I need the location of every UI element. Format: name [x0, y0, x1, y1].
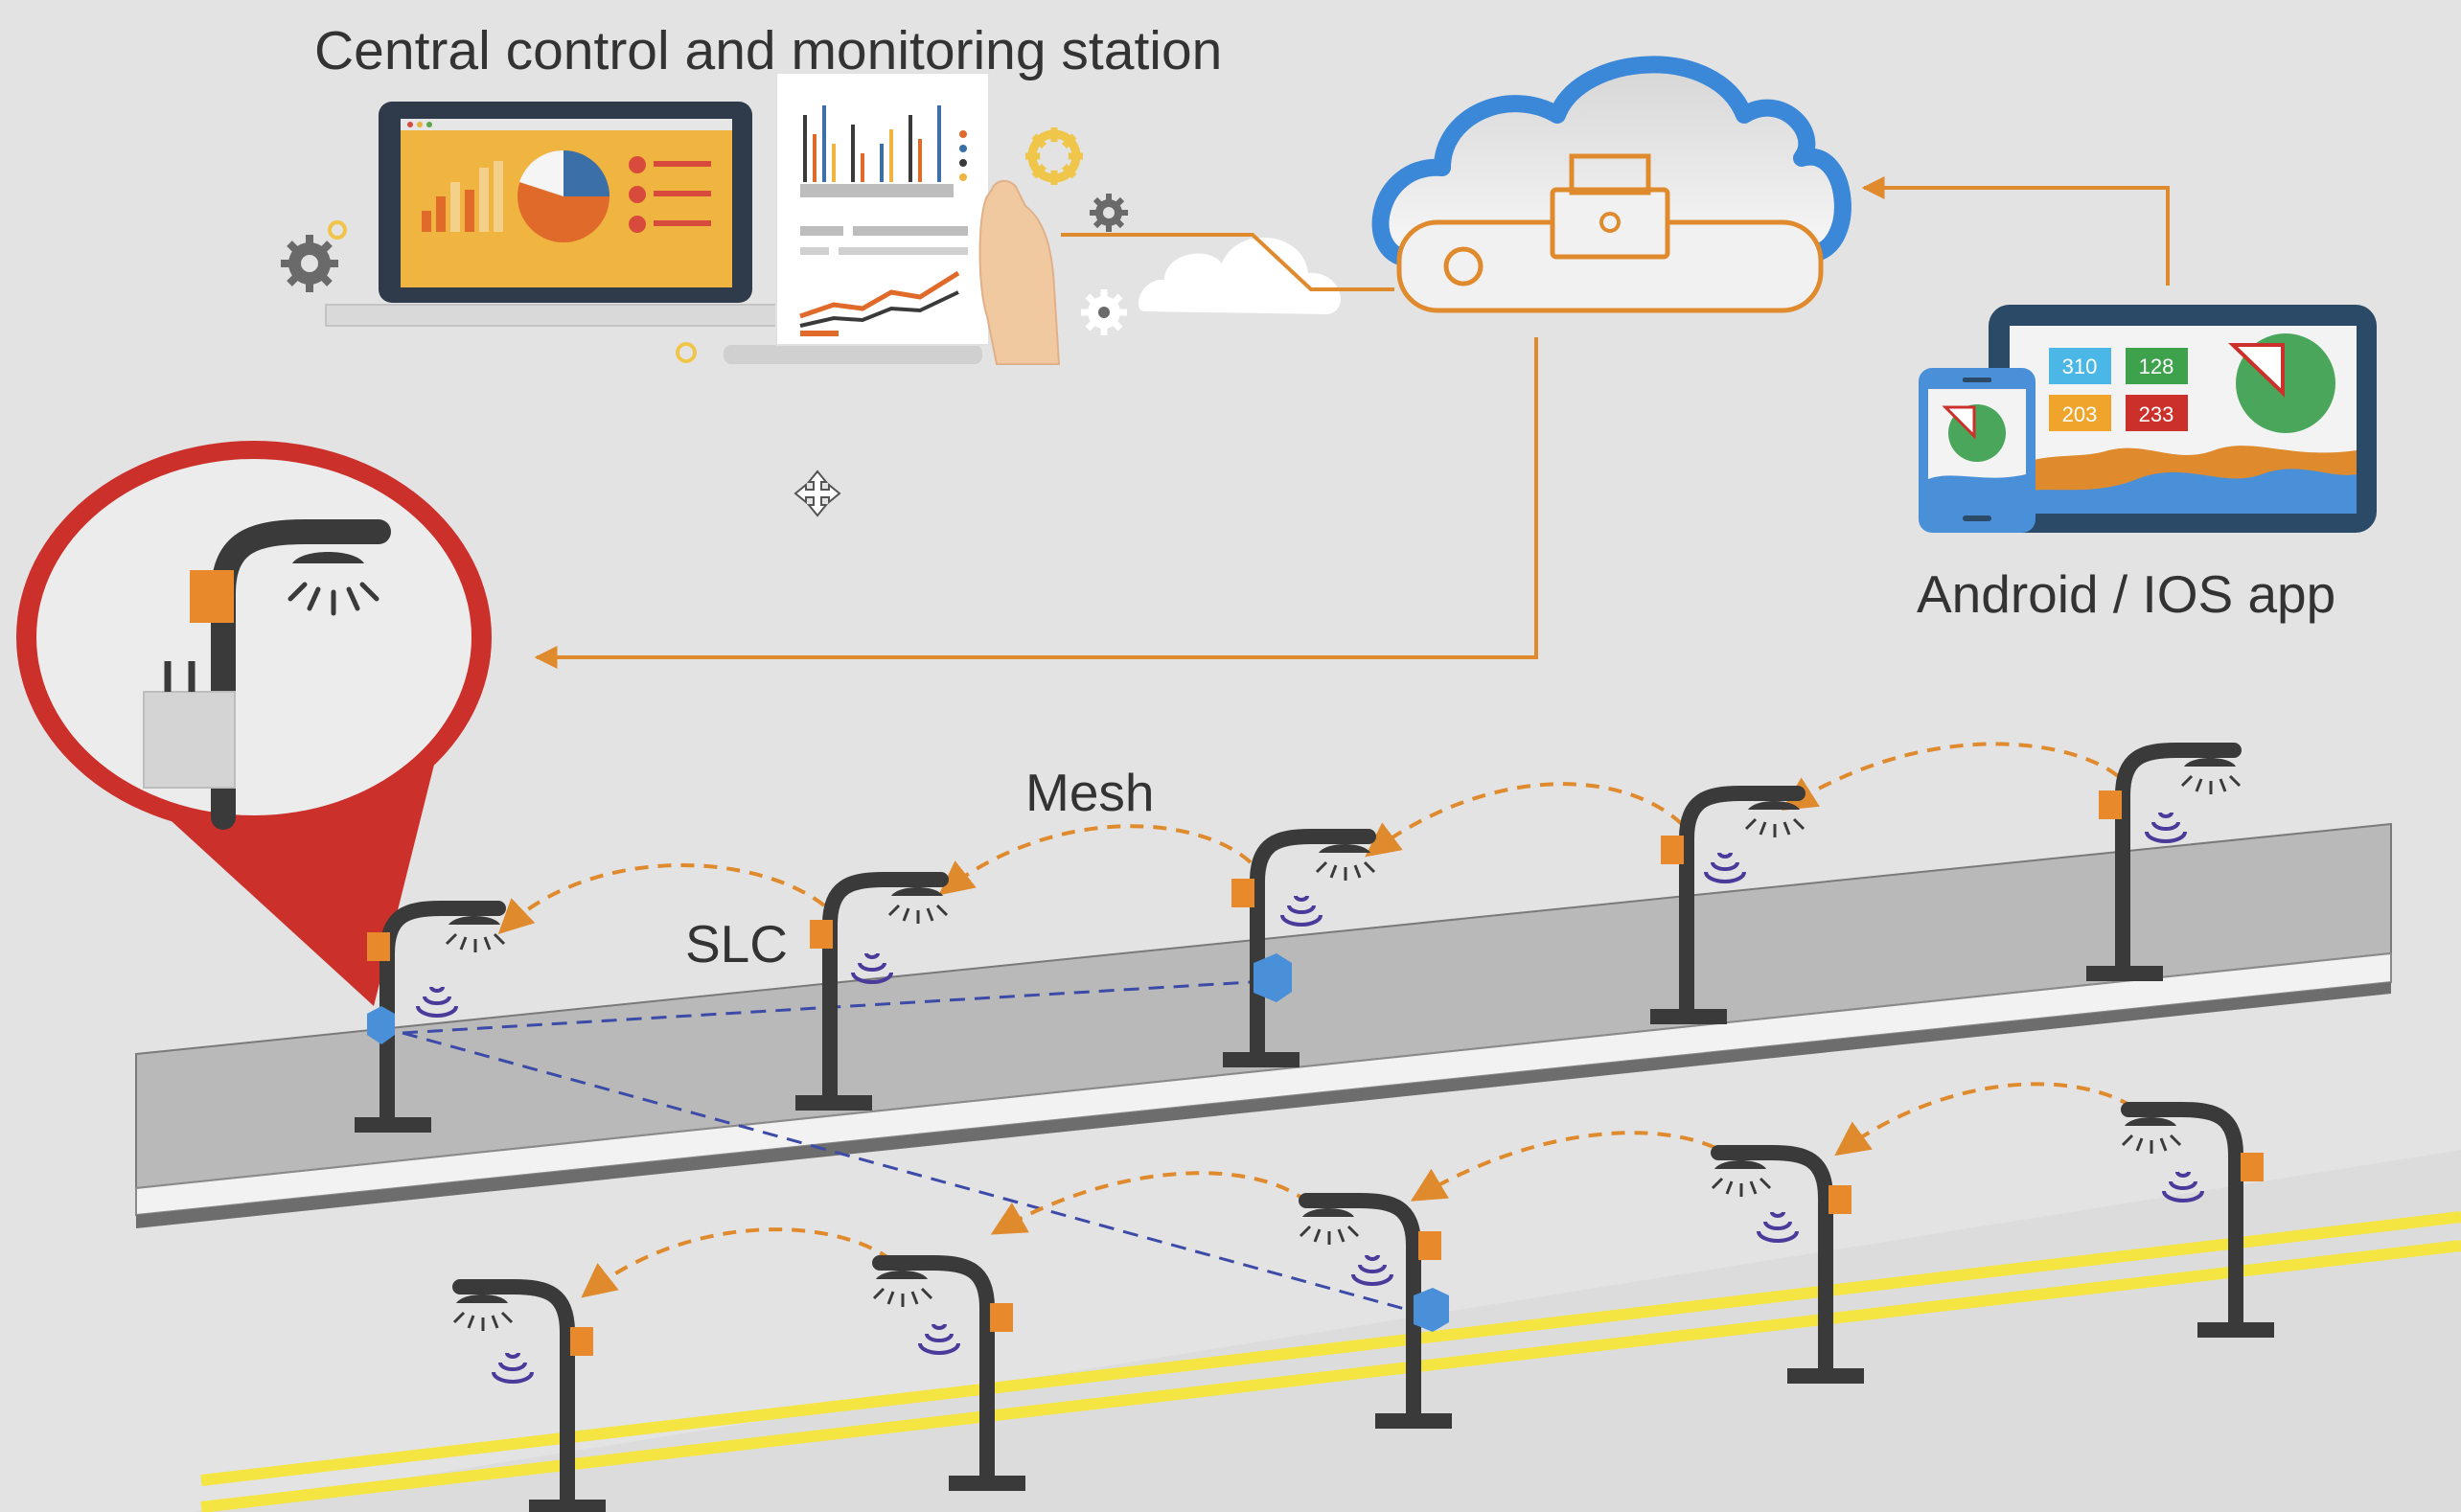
- gear-icon: [1081, 289, 1127, 335]
- road-line-yellow: [200, 1211, 2461, 1486]
- cloud-streetlight-link: [534, 337, 1538, 669]
- slc-label: SLC: [685, 914, 788, 974]
- street-light-icon: [1223, 829, 1376, 1067]
- hand-holding-report: [978, 179, 1061, 365]
- tablet-icon: 310 128 203 233: [1989, 305, 2377, 533]
- station-cloud-link: [1061, 233, 1394, 291]
- dashboard-tile: 310: [2062, 355, 2098, 378]
- central-station-label: Central control and monitoring station: [314, 20, 1223, 81]
- gear-icon: [1090, 194, 1128, 232]
- mesh-arrows-upper: [497, 742, 2120, 934]
- gateway-icon: [1396, 153, 1824, 313]
- dashboard-tile: 203: [2062, 402, 2098, 426]
- street-light-icon: [2086, 743, 2242, 981]
- gear-icon: [281, 235, 338, 292]
- app-label: Android / IOS app: [1917, 564, 2336, 624]
- cloud-icon: [1371, 56, 1852, 267]
- street-light-icon: [1299, 1193, 1452, 1429]
- app-cloud-link: [1861, 176, 2170, 286]
- gear-icon: [1025, 127, 1083, 185]
- street-light-icon: [143, 519, 391, 830]
- street-light-icon: [1711, 1145, 1864, 1384]
- callout-magnifier: [16, 441, 492, 1006]
- smartphone-icon: [1919, 368, 2036, 533]
- street-light-icon: [1650, 786, 1806, 1024]
- mesh-arrows-lower: [581, 1082, 2134, 1298]
- move-cursor-icon: [794, 470, 841, 517]
- laptop-icon: [325, 102, 803, 327]
- road: [192, 1150, 2461, 1512]
- street-light-icon: [355, 901, 506, 1133]
- street-light-icon: [2121, 1102, 2274, 1338]
- dashboard-tile: 233: [2139, 402, 2174, 426]
- street-light-icon: [795, 872, 949, 1111]
- street-light-icon: [452, 1279, 606, 1512]
- road-line-yellow: [200, 1240, 2461, 1512]
- street-light-icon: [872, 1255, 1025, 1491]
- dashboard-tile: 128: [2139, 355, 2174, 378]
- mesh-label: Mesh: [1025, 763, 1155, 822]
- small-cloud-icon: [1138, 237, 1341, 314]
